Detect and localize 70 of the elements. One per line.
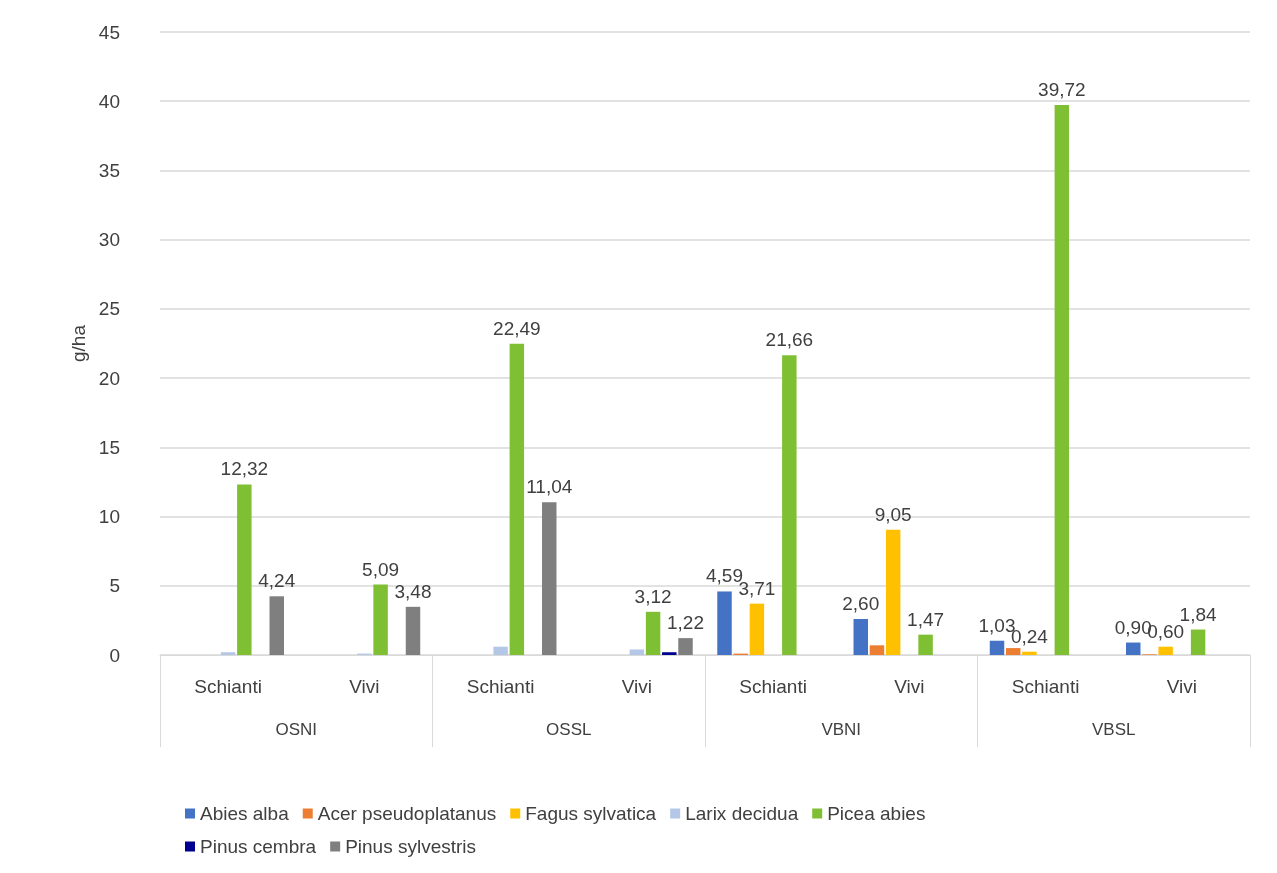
bar	[717, 591, 732, 655]
bar	[542, 502, 557, 655]
y-tick-label: 5	[109, 575, 120, 597]
x-tick-label: Vivi	[894, 676, 925, 697]
bar	[869, 645, 885, 655]
legend-label: Pinus sylvestris	[345, 836, 477, 857]
data-label: 3,48	[394, 580, 432, 602]
legend-label: Fagus sylvatica	[525, 803, 657, 824]
legend-label: Pinus cembra	[200, 836, 317, 857]
x-tick-label: Schianti	[1011, 676, 1080, 697]
data-label: 2,60	[842, 593, 880, 614]
data-label: 3,12	[634, 585, 672, 607]
data-label: 9,05	[874, 503, 912, 525]
y-tick-label: 15	[98, 436, 120, 458]
bar	[1190, 629, 1206, 655]
data-label: 5,09	[362, 558, 400, 580]
data-label: 12,32	[220, 458, 269, 480]
x-tick-label: Vivi	[349, 676, 380, 697]
bar	[493, 646, 508, 655]
data-label: 1,84	[1179, 603, 1217, 625]
y-tick-label: 10	[98, 506, 120, 528]
bar	[1158, 646, 1173, 655]
data-label: 1,47	[907, 608, 945, 630]
bar	[989, 640, 1005, 655]
bar	[237, 484, 252, 655]
bar	[629, 649, 645, 655]
bar	[509, 343, 525, 655]
bar	[269, 596, 284, 655]
x-tick-label: Vivi	[621, 676, 653, 697]
y-tick-label: 0	[109, 644, 120, 666]
bar	[1126, 642, 1141, 655]
bar	[220, 652, 236, 655]
bar	[782, 355, 797, 655]
y-tick-label: 35	[98, 159, 120, 181]
y-tick-label: 30	[98, 229, 120, 251]
y-tick-label: 20	[98, 367, 120, 389]
legend-label: Acer pseudoplatanus	[317, 803, 497, 824]
bar	[678, 638, 693, 655]
text: VBNI	[821, 720, 862, 739]
data-label: 22,49	[493, 317, 541, 339]
y-tick-label: 25	[98, 298, 120, 320]
bar	[662, 652, 677, 655]
data-label: 39,72	[1038, 79, 1086, 101]
text: OSSL	[546, 720, 592, 739]
legend-label: Larix decidua	[685, 803, 799, 824]
data-label: 1,22	[667, 612, 704, 634]
bar	[749, 603, 765, 655]
data-label: 11,04	[526, 476, 573, 498]
x-tick-label: Vivi	[1166, 676, 1198, 697]
legend-label: Picea abies	[827, 803, 926, 824]
x-tick-label: Schianti	[194, 676, 262, 697]
bar	[1054, 105, 1070, 655]
bar	[373, 584, 388, 655]
bar	[1005, 648, 1021, 655]
bar	[853, 619, 868, 655]
text: VBSL	[1092, 720, 1136, 739]
bar	[885, 529, 901, 655]
x-tick-label: Schianti	[739, 676, 807, 697]
legend-label: Abies alba	[200, 803, 290, 824]
y-axis-title: g/ha	[67, 324, 89, 362]
bar	[405, 606, 421, 655]
bar	[918, 634, 933, 655]
bar	[1022, 651, 1037, 655]
y-tick-label: 40	[98, 90, 120, 112]
y-tick-label: 45	[98, 21, 120, 43]
data-label: 21,66	[765, 329, 814, 351]
data-label: 4,24	[258, 570, 296, 592]
text: OSNI	[275, 720, 318, 739]
x-tick-label: Schianti	[466, 676, 535, 697]
bar	[645, 611, 661, 655]
